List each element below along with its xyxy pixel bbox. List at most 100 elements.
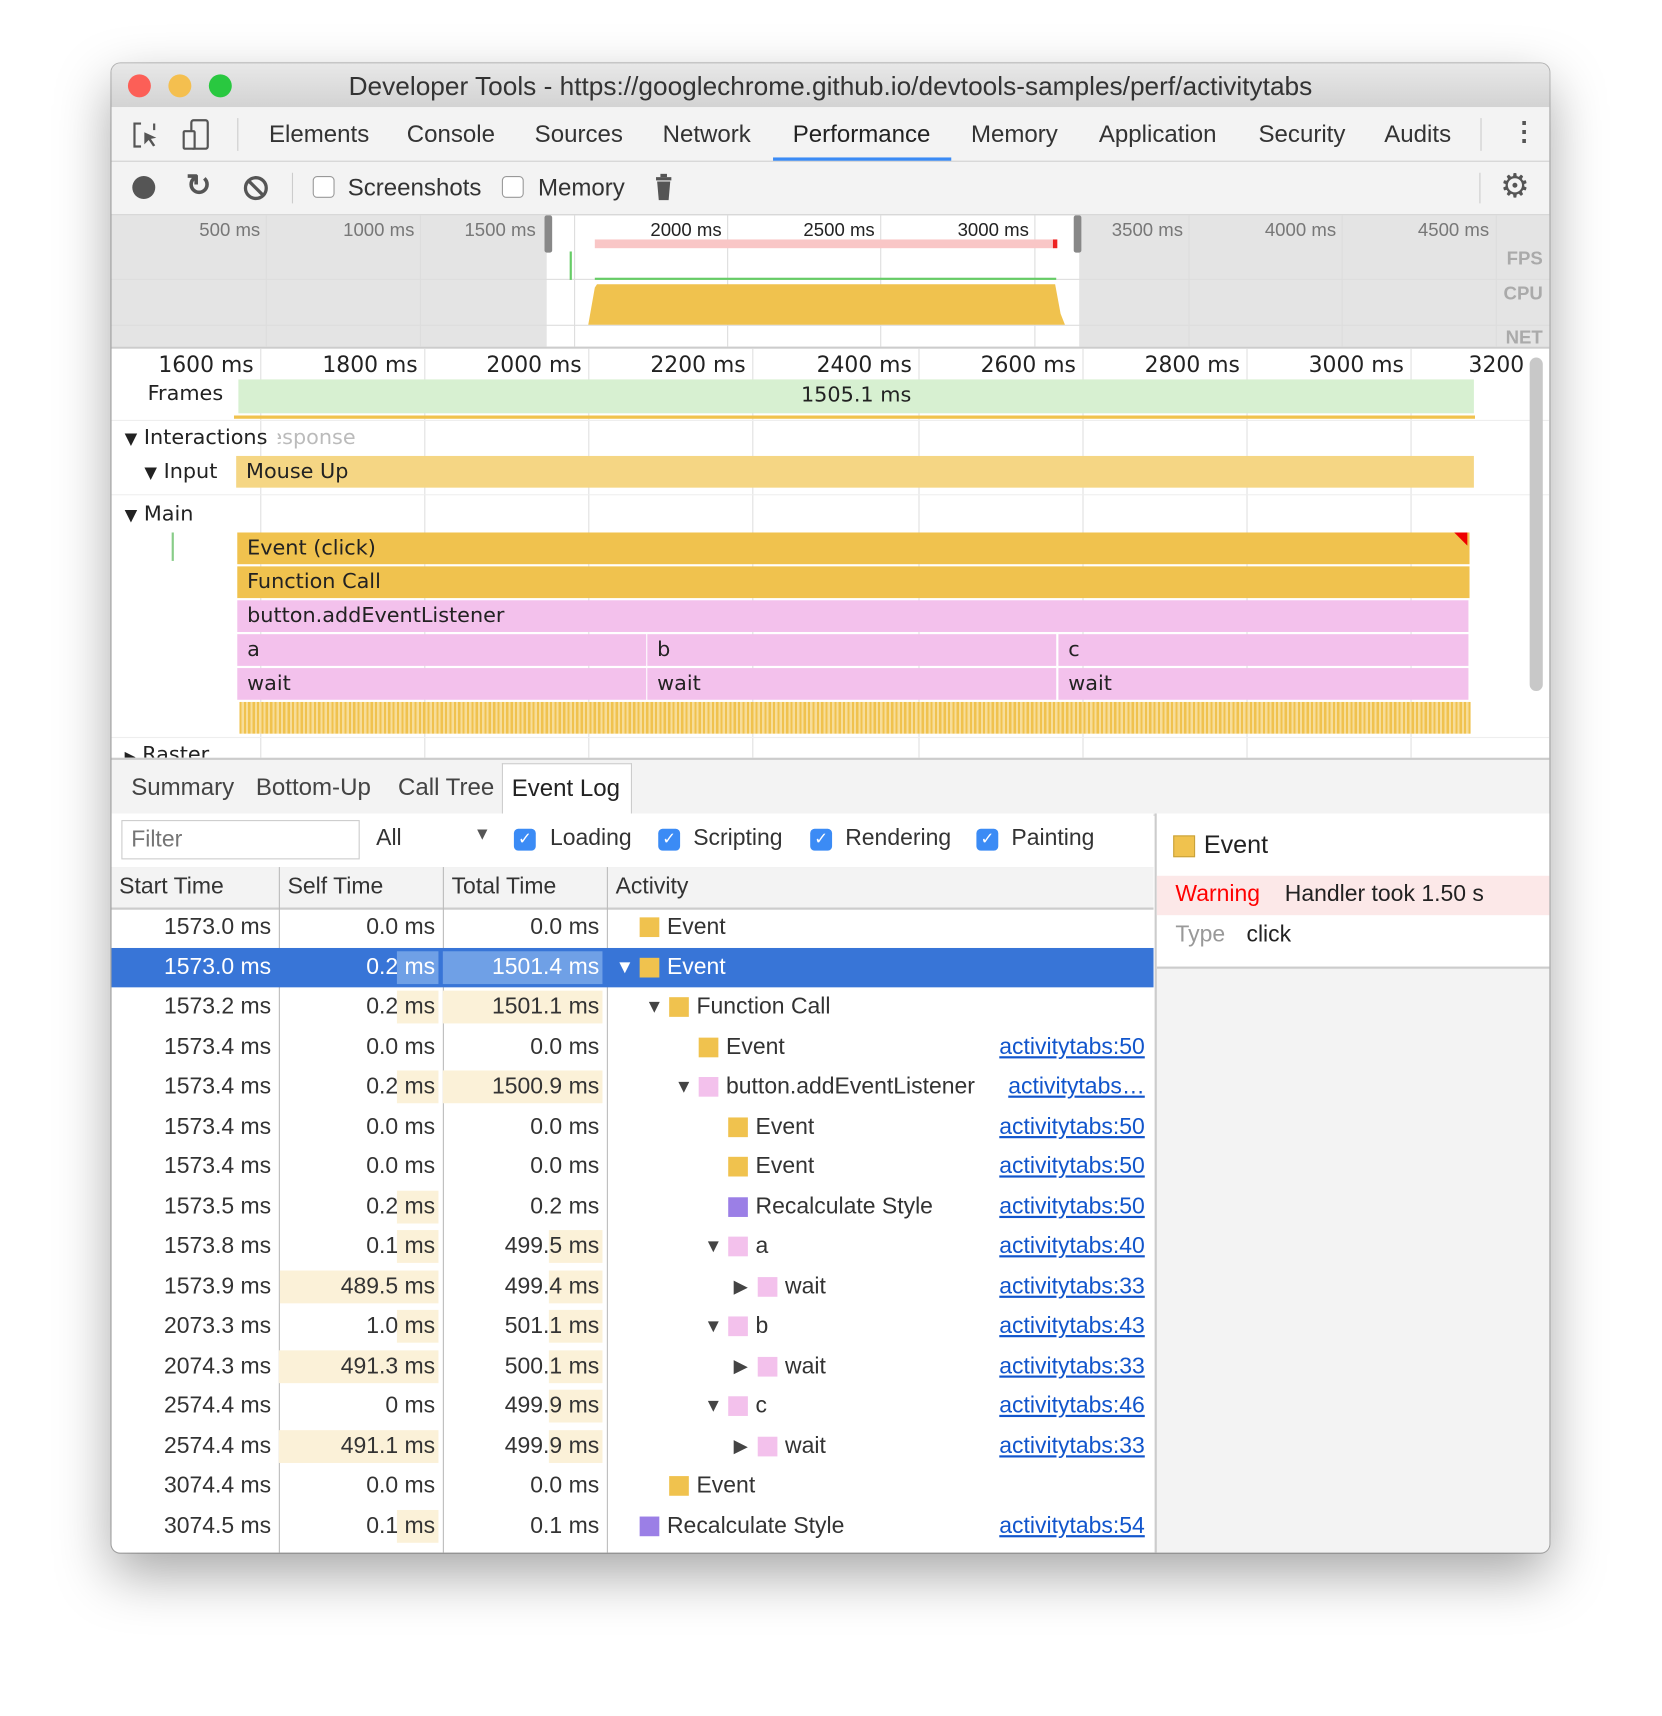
record-icon[interactable] (132, 176, 156, 199)
table-row[interactable]: 1573.2 ms 0.2 ms 1501.1 ms ▼ Function Call (112, 987, 1154, 1027)
duration-select[interactable]: All ▼ (376, 826, 491, 852)
cpu-label: CPU (1503, 283, 1543, 304)
timeline-overview[interactable]: 500 ms 1000 ms 1500 ms 2000 ms 2500 ms 3… (111, 215, 1550, 349)
frame-bar[interactable]: 1505.1 ms (238, 379, 1474, 414)
expand-arrow-down-icon[interactable]: ▼ (615, 956, 634, 977)
source-link[interactable]: activitytabs:50 (999, 1113, 1145, 1139)
function-c-bar[interactable]: c (1058, 634, 1469, 666)
source-link[interactable]: activitytabs:43 (999, 1313, 1145, 1339)
expand-arrow-right-icon[interactable]: ▶ (733, 1275, 748, 1297)
tab-application[interactable]: Application (1098, 120, 1217, 148)
expand-arrow-down-icon[interactable]: ▼ (704, 1235, 723, 1257)
scripting-checkbox[interactable]: ✓ (658, 828, 681, 851)
table-row[interactable]: 2574.4 ms 491.1 ms 499.9 ms ▶ wait activityta… (112, 1426, 1154, 1466)
source-link[interactable]: activitytabs:50 (999, 1153, 1145, 1179)
table-row[interactable]: 1573.0 ms 0.2 ms 1501.4 ms ▼ Event (111, 947, 1154, 988)
clear-icon[interactable] (243, 175, 269, 201)
main-track[interactable]: ▼ Main (124, 501, 194, 526)
function-a-bar[interactable]: a (237, 634, 647, 666)
source-link[interactable]: activitytabs:40 (999, 1233, 1145, 1259)
activity-name: Event (755, 1113, 815, 1139)
table-row[interactable]: 2574.4 ms 0 ms 499.9 ms ▼ c activitytabs:46 (112, 1386, 1154, 1426)
tab-audits[interactable]: Audits (1384, 120, 1452, 148)
table-row[interactable]: 3074.5 ms 0.1 ms 0.1 ms Recalculate Style ac… (112, 1506, 1154, 1546)
table-row[interactable]: 1573.4 ms 0.0 ms 0.0 ms Event activitytabs:5… (112, 1107, 1154, 1147)
memory-checkbox[interactable] (501, 176, 524, 198)
rendering-checkbox[interactable]: ✓ (810, 828, 833, 851)
tab-memory[interactable]: Memory (970, 120, 1058, 148)
overview-tick: 1500 ms (464, 219, 536, 241)
table-row[interactable]: 1573.9 ms 489.5 ms 499.4 ms ▶ wait activityta… (112, 1267, 1154, 1307)
tab-security[interactable]: Security (1258, 120, 1346, 148)
table-row[interactable]: 3074.4 ms 0.0 ms 0.0 ms Event (112, 1466, 1154, 1506)
more-menu-icon[interactable]: ⋮ (1511, 116, 1538, 147)
flame-chart[interactable]: 1600 ms 1800 ms 2000 ms 2200 ms 2400 ms … (111, 348, 1550, 758)
reload-icon[interactable]: ↻ (185, 168, 212, 203)
col-start-time[interactable]: Start Time (119, 873, 224, 899)
source-link[interactable]: activitytabs:33 (999, 1432, 1145, 1459)
selection-handle-right[interactable] (1073, 215, 1082, 253)
col-activity[interactable]: Activity (615, 873, 689, 899)
table-row[interactable]: 2074.3 ms 491.3 ms 500.1 ms ▶ wait activityta… (112, 1347, 1154, 1387)
function-call-bar[interactable]: Function Call (237, 566, 1470, 599)
expand-arrow-down-icon[interactable]: ▼ (704, 1315, 723, 1337)
add-event-listener-bar[interactable]: button.addEventListener (237, 600, 1469, 632)
source-link[interactable]: activitytabs:33 (999, 1273, 1145, 1299)
close-button[interactable] (127, 74, 151, 98)
settings-gear-icon[interactable]: ⚙ (1500, 168, 1530, 205)
wait-bar[interactable]: wait (647, 668, 1057, 700)
table-row[interactable]: 1573.4 ms 0.0 ms 0.0 ms Event activitytabs:5… (112, 1147, 1154, 1187)
tab-sources[interactable]: Sources (534, 120, 623, 148)
painting-checkbox[interactable]: ✓ (976, 828, 999, 851)
loading-checkbox[interactable]: ✓ (513, 828, 536, 851)
zoom-button[interactable] (208, 74, 232, 98)
expand-arrow-right-icon[interactable]: ▶ (733, 1355, 748, 1377)
table-row[interactable]: 1573.0 ms 0.0 ms 0.0 ms Event (112, 908, 1154, 948)
tab-bottom-up[interactable]: Bottom-Up (255, 773, 371, 801)
minimize-button[interactable] (168, 74, 192, 98)
table-row[interactable]: 1573.5 ms 0.2 ms 0.2 ms Recalculate Style ac… (112, 1187, 1154, 1227)
function-b-bar[interactable]: b (647, 634, 1057, 666)
tab-event-log[interactable]: Event Log (501, 763, 632, 816)
source-link[interactable]: activitytabs:50 (999, 1193, 1145, 1219)
filter-input[interactable] (121, 820, 360, 860)
source-link[interactable]: activitytabs:54 (999, 1512, 1145, 1538)
source-link[interactable]: activitytabs:46 (999, 1392, 1145, 1419)
tab-console[interactable]: Console (406, 120, 496, 148)
expand-arrow-down-icon[interactable]: ▼ (645, 996, 664, 1017)
tab-network[interactable]: Network (662, 120, 751, 148)
col-total-time[interactable]: Total Time (451, 873, 557, 899)
raster-track[interactable]: ▶ Raster (125, 742, 210, 757)
dense-calls-bars[interactable] (239, 701, 1471, 734)
screenshots-checkbox[interactable] (312, 176, 335, 198)
tab-performance[interactable]: Performance (792, 120, 931, 148)
source-link[interactable]: activitytabs:50 (999, 1033, 1145, 1059)
input-track[interactable]: ▼ Input (144, 459, 218, 484)
table-row[interactable]: 2073.3 ms 1.0 ms 501.1 ms ▼ b activitytabs:43 (112, 1307, 1154, 1347)
loading-label: Loading (549, 825, 632, 851)
expand-arrow-right-icon[interactable]: ▶ (733, 1435, 748, 1456)
flame-scrollbar[interactable] (1529, 357, 1543, 692)
wait-bar[interactable]: wait (1058, 668, 1469, 700)
interactions-track[interactable]: ▼ Interactions (124, 425, 268, 450)
table-row[interactable]: 1573.8 ms 0.1 ms 499.5 ms ▼ a activitytabs:40 (112, 1227, 1154, 1267)
tab-call-tree[interactable]: Call Tree (397, 773, 495, 801)
activity-name: wait (785, 1353, 826, 1379)
table-row[interactable]: 1573.4 ms 0.0 ms 0.0 ms Event activitytabs:5… (112, 1027, 1154, 1067)
source-link[interactable]: activitytabs… (1008, 1073, 1145, 1099)
wait-bar[interactable]: wait (237, 668, 647, 700)
tab-elements[interactable]: Elements (268, 120, 370, 148)
self-time-cell: 0.0 ms (366, 1033, 436, 1059)
inspect-element-icon[interactable] (130, 120, 161, 151)
device-toolbar-icon[interactable] (182, 118, 213, 153)
expand-arrow-down-icon[interactable]: ▼ (674, 1075, 694, 1097)
table-row[interactable]: 1573.4 ms 0.2 ms 1500.9 ms ▼ button.addEvent… (112, 1067, 1154, 1107)
event-click-bar[interactable]: Event (click) (237, 532, 1470, 565)
garbage-collect-icon[interactable] (654, 173, 674, 201)
selection-handle-left[interactable] (544, 215, 553, 253)
source-link[interactable]: activitytabs:33 (999, 1353, 1145, 1379)
expand-arrow-down-icon[interactable]: ▼ (704, 1395, 723, 1416)
tab-summary[interactable]: Summary (131, 773, 235, 801)
col-self-time[interactable]: Self Time (287, 873, 384, 899)
mouse-up-bar[interactable]: Mouse Up (236, 455, 1474, 488)
